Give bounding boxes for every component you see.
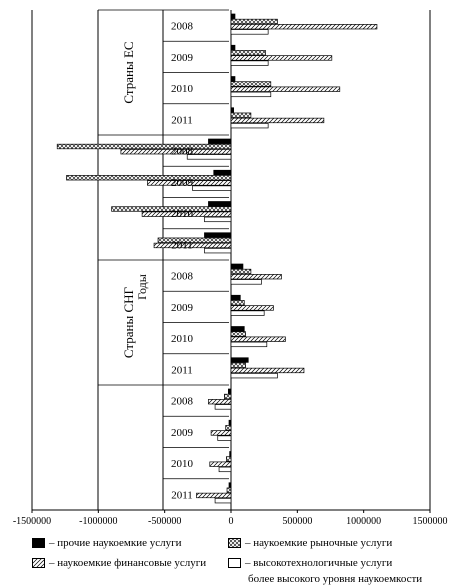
bar-hightech [204, 216, 232, 223]
bar-market [230, 18, 278, 25]
year-label: 2009 [171, 302, 194, 314]
year-label: 2010 [171, 333, 194, 345]
bar-financial [120, 149, 232, 155]
bar-financial [230, 336, 286, 342]
bar-market [230, 300, 245, 306]
bar-financial [209, 461, 232, 467]
group-label: Страны ЕС [121, 41, 136, 103]
bar-market [230, 81, 272, 87]
bar-hightech [217, 435, 232, 441]
year-label: 2010 [171, 83, 194, 95]
bar-other [228, 419, 232, 426]
bar-other [230, 13, 236, 19]
bar-hightech [230, 310, 265, 316]
bar-market [111, 206, 232, 212]
year-label: 2009 [171, 177, 194, 189]
bar-financial [208, 399, 232, 405]
x-tick-label: 0 [229, 516, 234, 527]
bar-other [230, 76, 236, 82]
bar-hightech [230, 29, 269, 35]
chart-labels: -1500000 -1000000 -500000 0 500000 1000000 150… [13, 21, 448, 527]
bar-other [227, 388, 232, 394]
years-axis-label: Годы [135, 274, 149, 300]
year-label: 2008 [171, 21, 194, 33]
year-label: 2010 [171, 208, 194, 220]
year-label: 2008 [171, 146, 194, 158]
bar-market [56, 143, 232, 150]
bar-market [230, 362, 246, 368]
bar-hightech [230, 341, 268, 348]
bar-market [230, 50, 266, 56]
bar-hightech [218, 466, 232, 473]
year-label: 2009 [171, 427, 194, 439]
bar-hightech [230, 373, 278, 379]
year-label: 2011 [171, 114, 193, 126]
bar-financial [153, 242, 232, 249]
bar-market [66, 175, 232, 181]
bar-hightech [230, 279, 262, 285]
bar-other [230, 44, 236, 51]
bar-hightech [230, 91, 272, 98]
bar-market [157, 237, 232, 243]
bar-other [230, 357, 249, 363]
x-tick-label: -500000 [148, 516, 181, 527]
bar-other [213, 169, 232, 176]
bar-financial [147, 180, 232, 186]
bar-other [204, 232, 232, 238]
bar-hightech [192, 185, 232, 191]
bar-other [229, 451, 232, 457]
year-label: 2011 [171, 239, 193, 251]
bar-market [226, 487, 232, 493]
year-label: 2009 [171, 52, 194, 64]
bar-financial [230, 55, 333, 61]
bar-financial [141, 211, 232, 217]
x-tick-label: -1000000 [79, 516, 117, 527]
bar-financial [196, 492, 232, 499]
bar-other [230, 326, 245, 332]
bar-market [224, 393, 232, 400]
bar-hightech [214, 404, 232, 410]
x-tick-label: 500000 [282, 516, 312, 527]
bar-hightech [186, 154, 232, 160]
year-label: 2008 [171, 271, 194, 283]
bar-financial [230, 117, 325, 124]
bar-other [208, 201, 232, 207]
bar-market [226, 456, 232, 462]
chart-bars [56, 13, 378, 504]
bar-market [225, 425, 232, 431]
bar-market [230, 331, 246, 337]
bar-market [230, 112, 252, 118]
x-tick-label: 1500000 [413, 516, 448, 527]
bar-hightech [230, 122, 269, 129]
bar-other [230, 107, 235, 113]
bar-financial [230, 305, 274, 311]
bar-other [230, 294, 241, 301]
bar-financial [230, 274, 282, 280]
bar-other [228, 482, 232, 488]
bar-market [230, 268, 252, 275]
bar-hightech [204, 248, 232, 254]
x-tick-label: 1000000 [346, 516, 381, 527]
year-label: 2011 [171, 364, 193, 376]
chart-frame [31, 9, 431, 513]
bar-hightech [230, 60, 269, 66]
bar-other [230, 263, 244, 269]
bar-financial [230, 367, 305, 374]
bar-financial [230, 86, 341, 92]
year-label: 2008 [171, 396, 194, 408]
year-label: 2010 [171, 458, 194, 470]
bar-hightech [214, 498, 232, 504]
bar-financial [210, 430, 232, 436]
group-label: Страны СНГ [121, 286, 136, 358]
bar-financial [230, 24, 378, 30]
bar-other [208, 138, 232, 144]
x-tick-label: -1500000 [13, 516, 51, 527]
year-label: 2011 [171, 489, 193, 501]
